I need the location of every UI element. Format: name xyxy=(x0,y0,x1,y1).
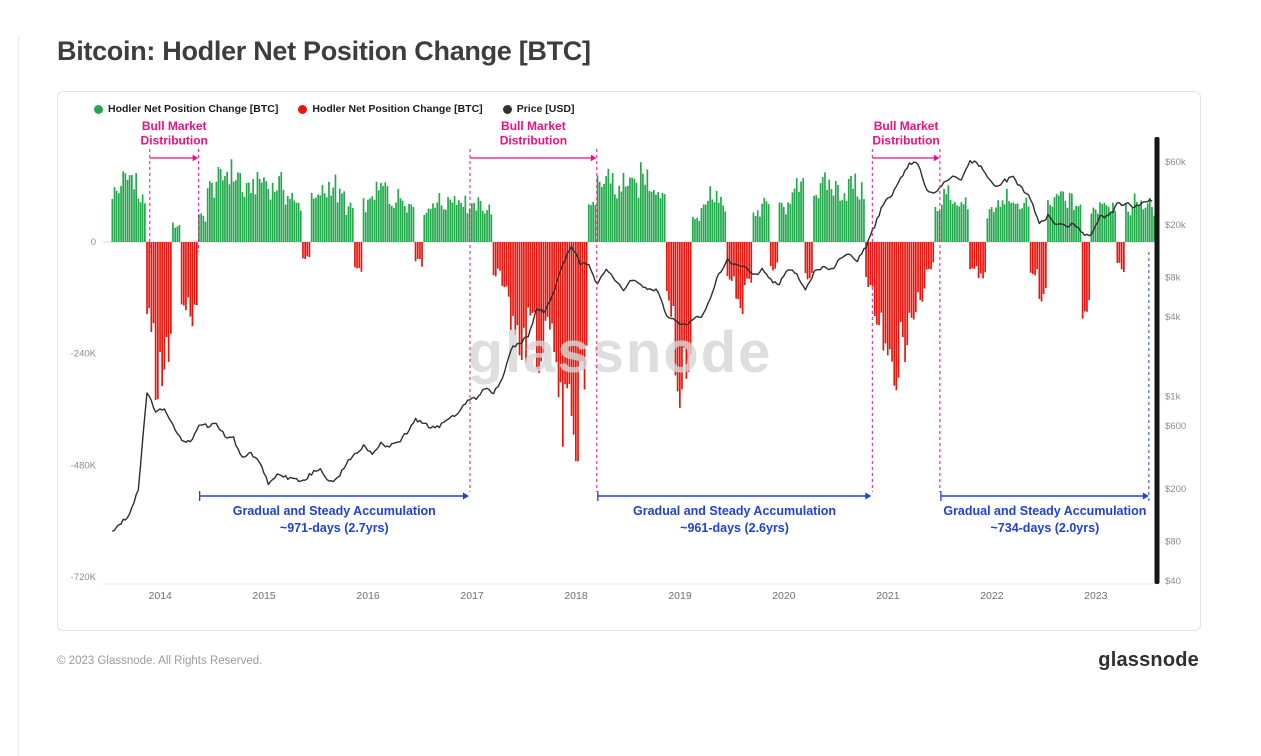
right-axis-tick: $8k xyxy=(1165,272,1181,283)
glassnode-watermark: glassnode xyxy=(468,320,773,385)
legend-item-hodler-negative[interactable]: Hodler Net Position Change [BTC] xyxy=(298,103,483,115)
chart-card: Hodler Net Position Change [BTC] Hodler … xyxy=(57,91,1201,631)
accumulation-arrowhead-icon xyxy=(1142,492,1149,500)
legend-label: Price [USD] xyxy=(516,103,575,115)
legend-item-hodler-positive[interactable]: Hodler Net Position Change [BTC] xyxy=(94,103,278,115)
distribution-label-line1: Bull Market xyxy=(142,119,207,133)
x-axis-tick: 2017 xyxy=(460,590,484,602)
left-axis-tick: -480K xyxy=(71,460,97,471)
x-axis-tick: 2016 xyxy=(356,590,380,602)
distribution-label-line2: Distribution xyxy=(141,134,208,148)
accumulation-arrowhead-icon xyxy=(462,492,469,500)
x-axis-tick: 2014 xyxy=(149,590,173,602)
copyright-text: © 2023 Glassnode. All Rights Reserved. xyxy=(57,654,263,667)
x-axis-tick: 2015 xyxy=(252,590,276,602)
right-axis-tick: $4k xyxy=(1165,312,1181,323)
net-position-bars xyxy=(111,159,1160,462)
right-axis-tick: $200 xyxy=(1165,484,1186,495)
accumulation-arrowhead-icon xyxy=(865,492,872,500)
accumulation-label-line1: Gradual and Steady Accumulation xyxy=(633,504,836,518)
x-axis-tick: 2022 xyxy=(980,590,1004,602)
right-axis-tick: $80 xyxy=(1165,536,1181,547)
right-axis-tick: $1k xyxy=(1165,392,1181,403)
right-axis-bar xyxy=(1154,137,1160,584)
legend-black-dot-icon xyxy=(502,104,512,114)
chart-legend: Hodler Net Position Change [BTC] Hodler … xyxy=(94,103,574,115)
page-footer: © 2023 Glassnode. All Rights Reserved. g… xyxy=(57,649,1199,672)
distribution-label-line2: Distribution xyxy=(872,134,939,148)
x-axis-tick: 2020 xyxy=(772,590,796,602)
accumulation-label-line2: ~971-days (2.7yrs) xyxy=(280,521,389,535)
x-axis-tick: 2023 xyxy=(1084,590,1108,602)
left-axis-tick: -720K xyxy=(71,572,97,583)
x-axis-tick: 2021 xyxy=(876,590,900,602)
right-axis-tick: $20k xyxy=(1165,220,1186,231)
x-axis-tick: 2018 xyxy=(564,590,588,602)
legend-label: Hodler Net Position Change [BTC] xyxy=(108,103,279,115)
accumulation-label-line2: ~961-days (2.6yrs) xyxy=(680,521,789,535)
left-axis-tick: -240K xyxy=(71,349,97,360)
legend-item-price[interactable]: Price [USD] xyxy=(502,103,575,115)
right-axis-tick: $60k xyxy=(1165,157,1186,168)
chart-canvas: glassnode 0 -240K -480K -720K $60k $20k $8k $4k $… xyxy=(71,119,1187,602)
accumulation-label-line2: ~734-days (2.0yrs) xyxy=(990,521,1099,535)
legend-red-dot-icon xyxy=(298,104,308,114)
right-axis-tick: $600 xyxy=(1165,421,1186,432)
distribution-arrowhead-icon xyxy=(192,154,199,162)
distribution-label-line1: Bull Market xyxy=(501,119,566,133)
accumulation-label-line1: Gradual and Steady Accumulation xyxy=(943,504,1146,518)
distribution-arrowhead-icon xyxy=(933,154,940,162)
page-left-border xyxy=(18,36,19,756)
distribution-arrowhead-icon xyxy=(590,154,597,162)
right-axis-tick: $40 xyxy=(1165,576,1181,587)
accumulation-label-line1: Gradual and Steady Accumulation xyxy=(233,504,436,518)
legend-green-dot-icon xyxy=(94,104,103,114)
glassnode-logo: glassnode xyxy=(1098,649,1199,671)
price-line xyxy=(112,159,1153,532)
distribution-label-line2: Distribution xyxy=(500,134,567,148)
x-axis-tick: 2019 xyxy=(668,590,692,602)
legend-label: Hodler Net Position Change [BTC] xyxy=(312,103,483,115)
distribution-label-line1: Bull Market xyxy=(874,119,939,133)
page-title: Bitcoin: Hodler Net Position Change [BTC… xyxy=(57,36,591,66)
left-axis-tick: 0 xyxy=(91,237,96,248)
